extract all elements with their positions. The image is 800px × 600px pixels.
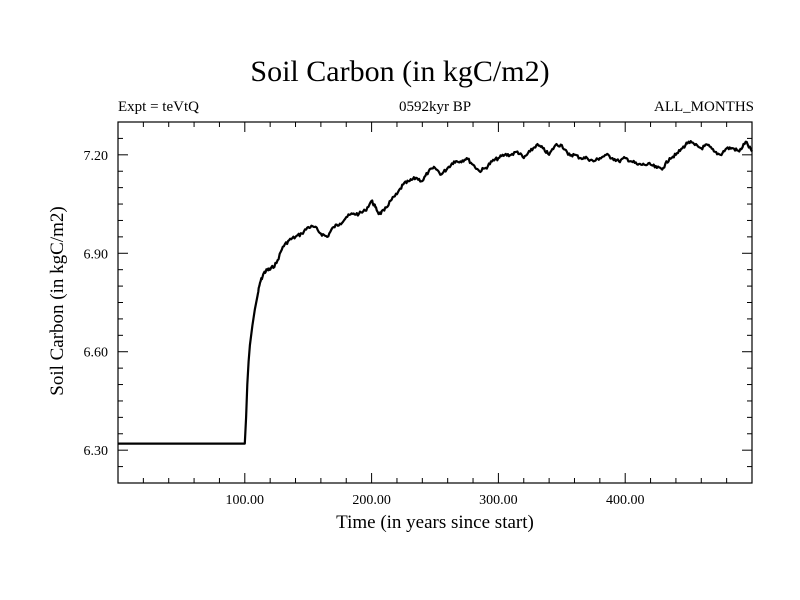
y-tick-label: 7.20 [84, 149, 109, 164]
period-label: 0592kyr BP [398, 99, 472, 115]
months-label: ALL_MONTHS [654, 99, 754, 115]
y-tick-label: 6.30 [84, 444, 109, 459]
x-tick-label: 200.00 [352, 493, 391, 508]
experiment-label: Expt = teVtQ [118, 99, 199, 115]
chart-title: Soil Carbon (in kgC/m2) [250, 55, 550, 88]
y-tick-label: 6.90 [84, 247, 109, 262]
plot-frame [117, 121, 753, 484]
tick-labels: 100.00 200.00 300.00 400.00 6.30 6.60 6.90 7.20 [84, 149, 645, 508]
x-axis-label: Time (in years since start) [336, 512, 534, 533]
series-line [118, 140, 753, 445]
axis-ticks [118, 121, 752, 483]
y-tick-label: 6.60 [84, 346, 109, 361]
x-tick-label: 100.00 [226, 493, 265, 508]
x-tick-label: 400.00 [606, 493, 645, 508]
x-tick-label: 300.00 [479, 493, 518, 508]
